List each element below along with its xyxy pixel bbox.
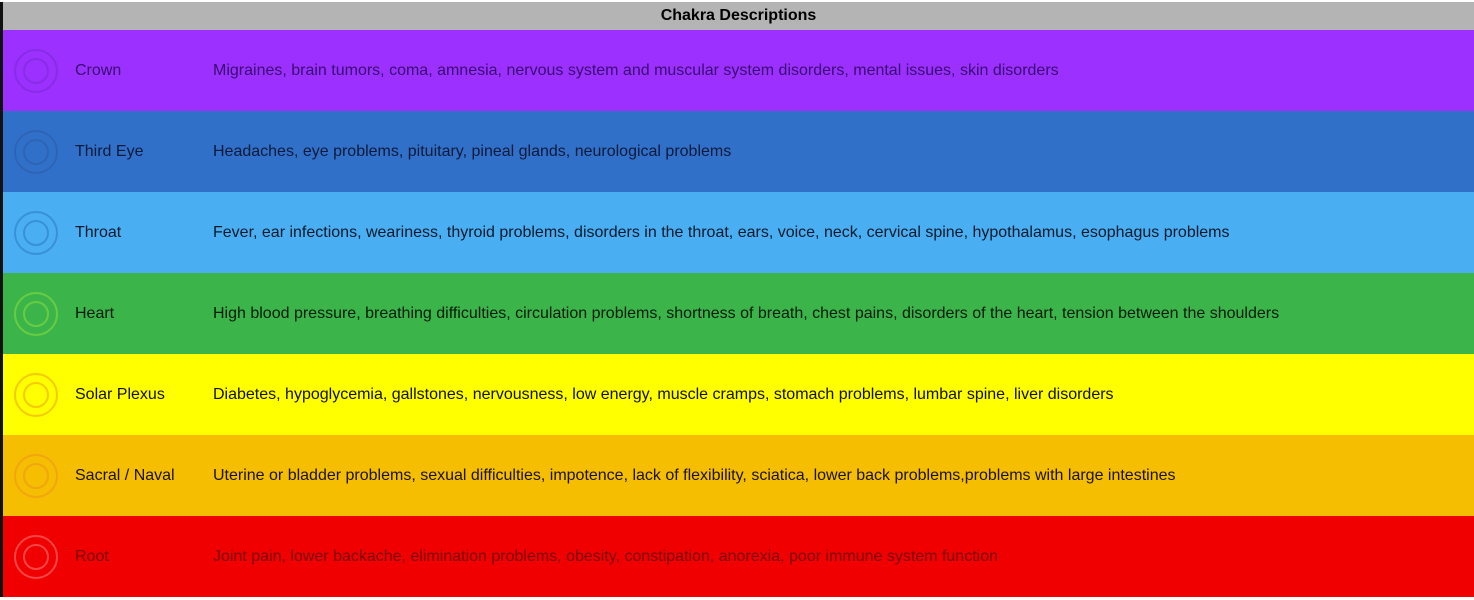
chakra-name: Third Eye — [75, 142, 144, 160]
chakra-description: Joint pain, lower backache, elimination … — [213, 547, 998, 565]
throat-chakra-icon — [14, 210, 58, 255]
chakra-name: Heart — [75, 304, 115, 322]
chakra-row: Third Eye Headaches, eye problems, pitui… — [3, 111, 1474, 192]
root-chakra-icon — [14, 534, 58, 579]
table-title: Chakra Descriptions — [3, 2, 1474, 30]
chakra-name: Throat — [75, 223, 122, 241]
chakra-name: Crown — [75, 61, 122, 79]
chakra-name: Sacral / Naval — [75, 466, 175, 484]
chakra-row: Crown Migraines, brain tumors, coma, amn… — [3, 30, 1474, 111]
chakra-description: Uterine or bladder problems, sexual diff… — [213, 466, 1176, 484]
chakra-name: Solar Plexus — [75, 385, 165, 403]
chakra-row: Throat Fever, ear infections, weariness,… — [3, 192, 1474, 273]
chakra-description: Diabetes, hypoglycemia, gallstones, nerv… — [213, 385, 1114, 403]
chakra-description: Migraines, brain tumors, coma, amnesia, … — [213, 61, 1059, 79]
chakra-description: Headaches, eye problems, pituitary, pine… — [213, 142, 732, 160]
third-eye-chakra-icon — [14, 129, 58, 174]
chakra-row: Sacral / Naval Uterine or bladder proble… — [3, 435, 1474, 516]
solar-plexus-chakra-icon — [14, 372, 58, 417]
chakra-row: Root Joint pain, lower backache, elimina… — [3, 516, 1474, 597]
chakra-row: Heart High blood pressure, breathing dif… — [3, 273, 1474, 354]
chakra-description: High blood pressure, breathing difficult… — [213, 304, 1280, 322]
chakra-name: Root — [75, 547, 109, 565]
crown-chakra-icon — [14, 48, 58, 93]
sacral-chakra-icon — [14, 453, 58, 498]
heart-chakra-icon — [14, 291, 58, 336]
chakra-row: Solar Plexus Diabetes, hypoglycemia, gal… — [3, 354, 1474, 435]
chakra-description: Fever, ear infections, weariness, thyroi… — [213, 223, 1230, 241]
